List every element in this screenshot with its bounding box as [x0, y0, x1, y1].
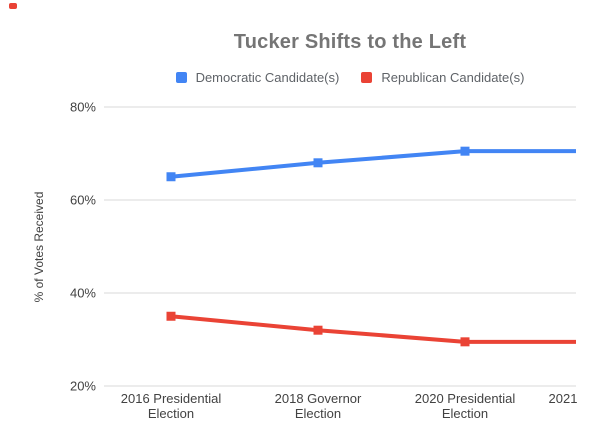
chart-title: Tucker Shifts to the Left [233, 31, 467, 53]
x-axis-label-line: Election [147, 406, 195, 421]
legend-item: Democratic Candidate(s) [175, 69, 340, 85]
legend-label: Republican Candidate(s) [381, 69, 525, 85]
legend-swatch-icon [361, 71, 373, 83]
chart-legend: Democratic Candidate(s) Republican Candid… [110, 69, 590, 85]
legend-item: Republican Candidate(s) [361, 70, 524, 85]
data-point-marker [460, 337, 470, 347]
y-tick-label: 40% [69, 285, 96, 301]
y-tick-label: 60% [69, 192, 96, 208]
legend-label: Democratic Candidate(s) [195, 69, 340, 85]
data-point-marker [166, 311, 176, 321]
x-axis-label: 2016 Presidential Election [121, 391, 221, 421]
x-axis-label-line: 2016 Presidential [120, 391, 222, 406]
x-axis-label-line: Election [441, 406, 489, 421]
x-axis-label-line: 2021 [548, 391, 578, 406]
plot-area [104, 106, 576, 387]
y-tick-label: 80% [69, 99, 96, 115]
data-point-marker [166, 172, 176, 182]
x-axis-label: 2021 [549, 391, 578, 406]
series-line [170, 149, 576, 179]
data-point-marker [313, 158, 323, 168]
x-axis-label-line: 2018 Governor [274, 391, 362, 406]
x-axis-label: 2020 Presidential Election [415, 391, 515, 421]
y-tick-label: 20% [69, 378, 96, 394]
legend-swatch-icon [175, 71, 187, 83]
data-point-marker [460, 146, 470, 156]
x-axis-label-line: Election [294, 406, 342, 421]
x-axis-label: 2018 Governor Election [275, 391, 362, 421]
series-line [170, 314, 576, 344]
data-point-marker [313, 325, 323, 335]
red-dot-artifact [9, 3, 17, 9]
x-axis-label-line: 2020 Presidential [414, 391, 516, 406]
